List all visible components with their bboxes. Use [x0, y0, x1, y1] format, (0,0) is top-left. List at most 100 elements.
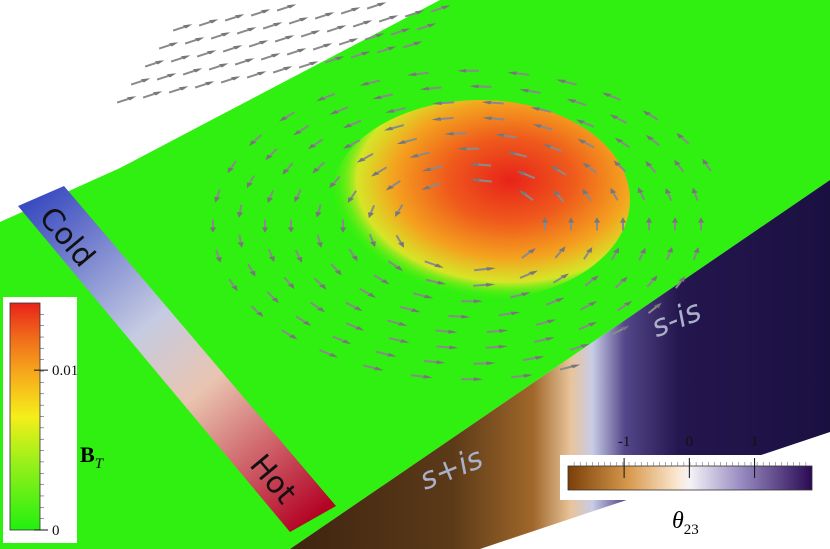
arrow-head [354, 326, 365, 331]
arrow-head [272, 22, 283, 27]
arrow-head [249, 140, 257, 146]
arrow-head [527, 247, 536, 254]
arrow-head [294, 196, 301, 203]
arrow-head [215, 256, 222, 263]
vector-field [116, 2, 712, 382]
arrow-head [400, 28, 411, 33]
arrow-head [371, 171, 380, 177]
temperature-bar [18, 186, 336, 532]
arrow-head [674, 159, 681, 166]
arrow-head [394, 265, 404, 272]
arrow-head [645, 217, 653, 223]
arrow-head [593, 217, 601, 223]
arrow-head [329, 182, 337, 189]
arrow-head [435, 360, 446, 364]
arrow-head [126, 96, 137, 101]
arrow-head [613, 160, 622, 166]
arrow-head [385, 109, 395, 113]
arrow-head [180, 55, 191, 60]
arrow-head [457, 68, 467, 73]
arrow-head [620, 276, 628, 283]
arrow-head [507, 71, 517, 76]
arrow-head [336, 25, 347, 30]
theta-colorbar [567, 465, 813, 491]
arrow-head [541, 217, 549, 223]
hot-spot [330, 100, 630, 300]
arrow-head [255, 311, 264, 318]
arrow-head [182, 24, 193, 29]
arrow-head [469, 84, 479, 89]
arrow-head [434, 263, 444, 268]
arrow-head [359, 81, 370, 86]
arrow-head [516, 170, 526, 176]
arrow-head [530, 107, 541, 111]
arrow-head [350, 7, 361, 12]
arrow-head [261, 227, 269, 233]
arrow-head [140, 78, 151, 83]
arrow-head [610, 187, 617, 194]
arrow-head [666, 246, 673, 253]
arrow-head [385, 185, 395, 191]
arrow-head [334, 56, 345, 61]
arrow-head [545, 337, 555, 341]
arrow-head [268, 256, 275, 263]
arrow-head [542, 143, 553, 149]
arrow-head [166, 73, 177, 78]
arrow-head [279, 116, 288, 122]
arrow-head [287, 283, 295, 290]
arrow-head [558, 246, 566, 252]
theta-label-sub: 23 [684, 522, 699, 538]
arrow-head [220, 32, 231, 37]
arrow-head [566, 98, 577, 104]
arrow-head [613, 247, 619, 254]
arrow-head [376, 2, 387, 7]
tick-label: 0.01 [52, 363, 78, 379]
arrow-head [582, 162, 591, 168]
arrow-head [339, 227, 347, 233]
arrow-head [380, 279, 390, 285]
arrow-head [296, 256, 303, 263]
arrow-head [334, 269, 342, 276]
arrow-head [556, 79, 566, 84]
arrow-head [436, 280, 447, 285]
arrow-head [214, 196, 221, 203]
arrow-head [460, 314, 471, 319]
arrow-head [329, 110, 339, 115]
arrow-head [470, 178, 480, 183]
arrow-head [316, 242, 323, 248]
arrow-head [653, 302, 662, 309]
arrow-head [546, 319, 557, 324]
arrow-head [473, 299, 483, 304]
arrow-head [374, 33, 385, 38]
arrow-head [209, 227, 217, 233]
arrow-head [645, 160, 653, 167]
arrow-head [409, 153, 420, 158]
arrow-head [288, 334, 298, 340]
arrow-head [410, 308, 421, 313]
arrow-head [302, 320, 312, 326]
arrow-head [286, 4, 297, 9]
arrow-head [267, 197, 274, 204]
arrow-head [328, 352, 339, 358]
arrow-head [585, 246, 593, 253]
arrow-head [296, 48, 307, 53]
arrow-head [619, 217, 627, 223]
arrow-head [244, 58, 255, 63]
arrow-head [342, 123, 353, 129]
arrow-head [532, 124, 543, 129]
arrow-head [426, 23, 437, 28]
arrow-head [567, 217, 575, 223]
arrow-head [341, 339, 352, 345]
arrow-head [485, 283, 496, 287]
arrow-head [227, 167, 234, 174]
arrow-head [555, 297, 565, 303]
arrow-head [360, 51, 371, 56]
arrow-head [152, 91, 163, 96]
arrow-head [396, 140, 407, 145]
arrow-head [347, 197, 355, 204]
arrow-head [510, 311, 521, 316]
bt-label-sub: T [95, 456, 105, 472]
arrow-head [271, 297, 279, 304]
arrow-head [356, 157, 366, 163]
